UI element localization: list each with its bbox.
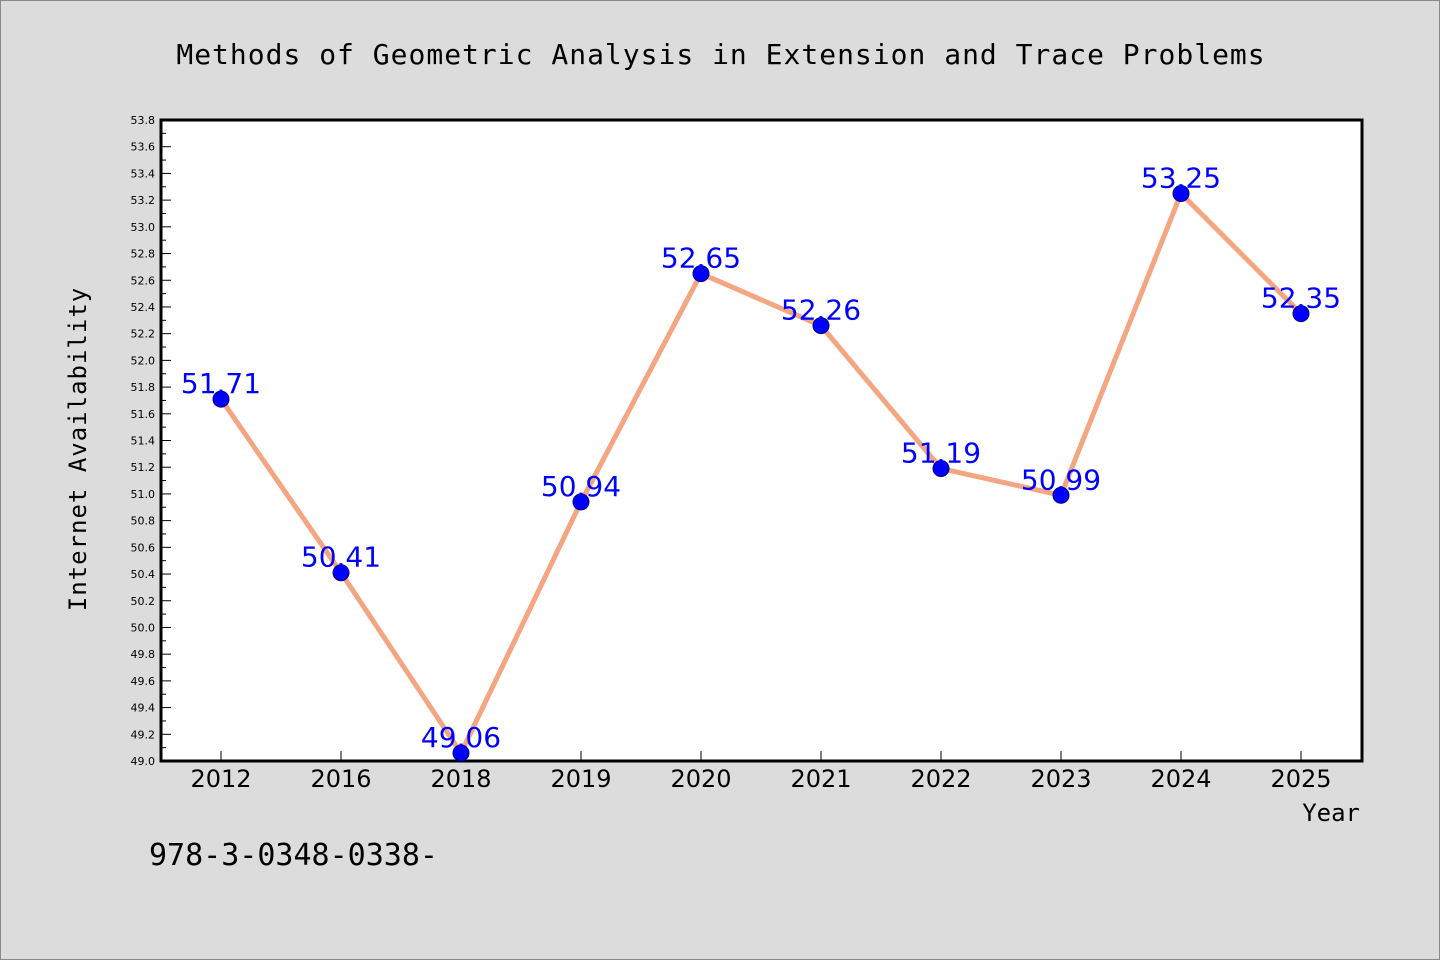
y-tick-label: 51.0 [131, 488, 156, 501]
y-tick-label: 51.4 [131, 435, 156, 448]
y-tick-label: 50.0 [131, 621, 156, 634]
data-label: 49.06 [421, 721, 501, 754]
markers-group [212, 184, 1310, 762]
y-tick-label: 49.0 [131, 755, 156, 768]
data-point [452, 744, 470, 762]
x-axis: 2012 2016 2018 2019 2020 2021 2022 2023 2024 2025 [190, 751, 1332, 793]
y-tick-label: 50.8 [131, 515, 156, 528]
y-tick-label: 53.8 [131, 114, 156, 127]
data-point [812, 317, 830, 335]
x-tick-label: 2016 [310, 765, 371, 793]
y-tick-label: 51.8 [131, 381, 156, 394]
y-axis: 49.0 49.2 49.4 49.6 49.8 50.0 50.2 50.4 50.6 50.8… [131, 114, 171, 768]
data-point [1172, 184, 1190, 202]
data-label: 52.65 [661, 242, 741, 275]
data-label: 52.26 [781, 294, 861, 327]
y-tick-label: 49.6 [131, 675, 156, 688]
data-point [332, 564, 350, 582]
data-label: 50.41 [301, 541, 381, 574]
series-line [218, 190, 1304, 756]
plot-area [159, 118, 1364, 763]
y-tick-label: 50.6 [131, 541, 156, 554]
x-tick-label: 2025 [1270, 765, 1331, 793]
y-tick-label: 49.4 [131, 702, 156, 715]
x-tick-label: 2012 [190, 765, 251, 793]
x-tick-label: 2018 [430, 765, 491, 793]
y-tick-label: 49.8 [131, 648, 156, 661]
y-axis-label: Internet Availability [64, 287, 92, 611]
x-axis-label: Year [1302, 799, 1360, 827]
data-point [692, 265, 710, 283]
y-tick-label: 52.8 [131, 248, 156, 261]
data-point [932, 460, 950, 478]
x-tick-label: 2019 [550, 765, 611, 793]
y-tick-label: 52.6 [131, 274, 156, 287]
y-tick-label: 53.0 [131, 221, 156, 234]
y-tick-label: 52.2 [131, 328, 156, 341]
y-tick-label: 53.4 [131, 167, 156, 180]
series-line-group [218, 190, 1304, 756]
data-label: 51.19 [901, 437, 981, 470]
x-tick-label: 2020 [670, 765, 731, 793]
data-label: 50.94 [541, 470, 621, 503]
y-tick-label: 53.2 [131, 194, 156, 207]
data-point [1052, 486, 1070, 504]
data-label: 50.99 [1021, 463, 1101, 496]
x-tick-label: 2023 [1030, 765, 1091, 793]
data-point [212, 390, 230, 408]
data-label: 52.35 [1261, 282, 1341, 315]
data-label: 53.25 [1141, 161, 1221, 194]
data-labels-group: 51.71 50.41 49.06 50.94 52.65 52.26 51.19 50.99… [181, 161, 1341, 754]
chart-title: Methods of Geometric Analysis in Extensi… [176, 38, 1265, 71]
y-tick-label: 52.0 [131, 354, 156, 367]
y-tick-label: 51.6 [131, 408, 156, 421]
x-tick-label: 2022 [910, 765, 971, 793]
x-tick-label: 2024 [1150, 765, 1211, 793]
footer-isbn: 978-3-0348-0338- [149, 838, 438, 873]
data-label: 51.71 [181, 367, 261, 400]
data-point [572, 493, 590, 511]
data-point [1292, 305, 1310, 323]
y-tick-label: 50.4 [131, 568, 156, 581]
y-tick-label: 51.2 [131, 461, 156, 474]
y-tick-label: 53.6 [131, 141, 156, 154]
x-tick-label: 2021 [790, 765, 851, 793]
y-tick-label: 52.4 [131, 301, 156, 314]
y-tick-label: 50.2 [131, 595, 156, 608]
y-tick-label: 49.2 [131, 728, 156, 741]
